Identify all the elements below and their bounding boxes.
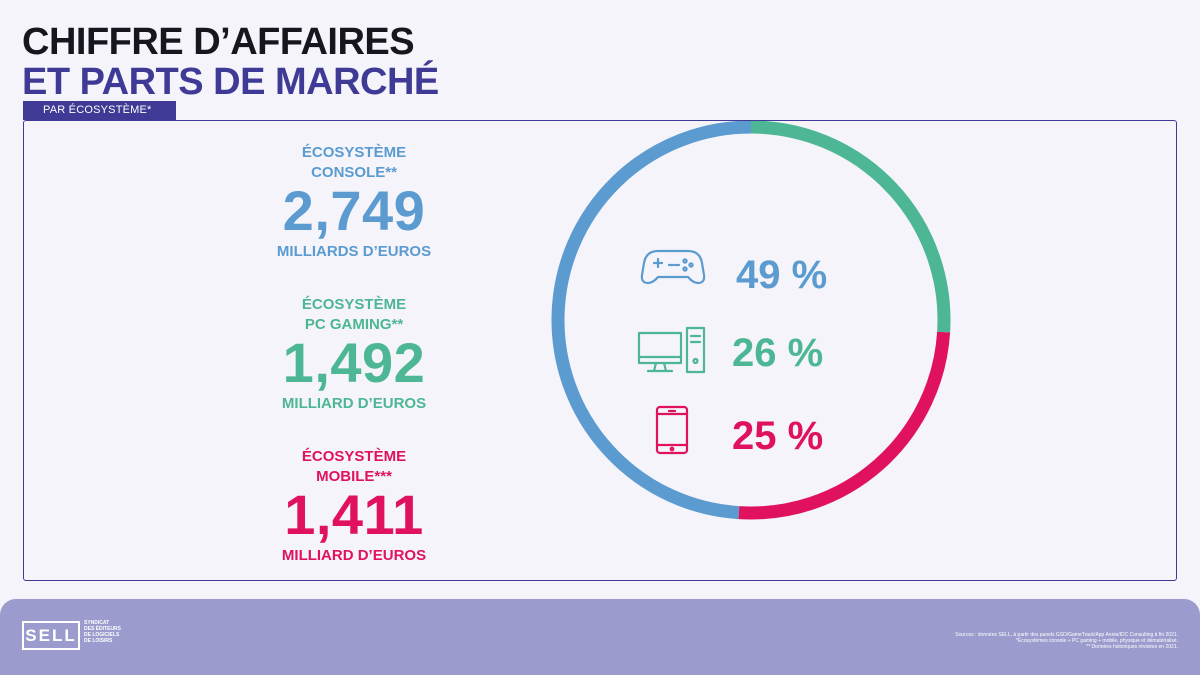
pc-percent-label: 26 %: [732, 331, 823, 375]
pc-name-line2: PC GAMING**: [304, 316, 404, 333]
mobile-percent-label: 25 %: [732, 414, 823, 458]
sources-line: *Écosystèmes console + PC gaming + mobil…: [1015, 638, 1178, 644]
mobile-ecosystem: ÉCOSYSTÈME MOBILE*** 1,411 MILLIARD D’EU…: [234, 447, 474, 565]
sources-line: Sources : données SELL, à partir des pan…: [955, 632, 1178, 638]
pc-name-line1: ÉCOSYSTÈME: [301, 296, 407, 313]
console-arc: [551, 121, 752, 520]
console-unit: MILLIARDS D’EUROS: [276, 243, 432, 260]
logo-subtitle-line: DE LOGICIELS: [84, 632, 120, 638]
console-percent-label: 49 %: [736, 253, 827, 297]
sell-logo: SELL: [22, 621, 80, 650]
console-name-line1: ÉCOSYSTÈME: [301, 144, 407, 161]
title-line-2: ET PARTS DE MARCHÉ: [22, 61, 439, 103]
console-ecosystem: ÉCOSYSTÈME CONSOLE** 2,749 MILLIARDS D’E…: [234, 143, 474, 261]
pc-gaming-arc: [750, 121, 951, 333]
sources-line: ** Données historiques révisées en 2021.: [1086, 644, 1178, 650]
console-value: 2,749: [282, 179, 426, 242]
pc-value: 1,492: [282, 331, 426, 394]
logo-subtitle-line: SYNDICAT: [84, 620, 110, 626]
sources-note: Sources : données SELL, à partir des pan…: [955, 632, 1178, 650]
chart-panel: ÉCOSYSTÈME CONSOLE** 2,749 MILLIARDS D’E…: [23, 120, 1177, 581]
page-title: CHIFFRE D’AFFAIRES ET PARTS DE MARCHÉ: [22, 22, 439, 102]
pc-unit: MILLIARD D’EUROS: [281, 395, 427, 412]
logo-subtitle: SYNDICAT DES ÉDITEURS DE LOGICIELS DE LO…: [84, 620, 144, 644]
mobile-name-line2: MOBILE***: [316, 468, 392, 485]
footer: SELL SYNDICAT DES ÉDITEURS DE LOGICIELS …: [0, 599, 1200, 675]
console-name-line2: CONSOLE**: [311, 164, 397, 181]
desktop-computer-icon: [637, 326, 706, 374]
smartphone-icon: [655, 405, 689, 455]
mobile-arc: [738, 331, 951, 520]
mobile-unit: MILLIARD D’EUROS: [281, 547, 427, 564]
gamepad-icon: [640, 249, 706, 285]
logo-subtitle-line: DE LOISIRS: [84, 638, 113, 644]
pc-ecosystem: ÉCOSYSTÈME PC GAMING** 1,492 MILLIARD D’…: [234, 295, 474, 413]
logo-letters: SELL: [25, 626, 77, 645]
section-tag: PAR ÉCOSYSTÈME*: [23, 101, 176, 120]
logo-subtitle-line: DES ÉDITEURS: [84, 626, 121, 632]
mobile-value: 1,411: [284, 483, 424, 546]
mobile-name-line1: ÉCOSYSTÈME: [301, 448, 407, 465]
donut-chart: 49 % 26 % 25 %: [551, 121, 951, 520]
title-line-1: CHIFFRE D’AFFAIRES: [22, 21, 415, 63]
